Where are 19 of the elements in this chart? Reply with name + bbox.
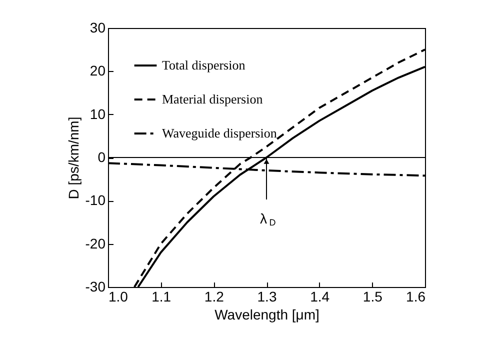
y-tick-label: -20: [85, 235, 106, 252]
x-tick-label: 1.5: [362, 288, 383, 304]
x-tick-label: 1.0: [108, 288, 128, 304]
y-tick-label: -10: [85, 192, 106, 208]
x-tick-label: 1.6: [406, 288, 426, 304]
y-tick-label: 20: [90, 62, 106, 79]
y-tick-label: 10: [90, 106, 106, 122]
legend-label: Total dispersion: [162, 58, 246, 72]
y-tick-label: 30: [90, 20, 106, 36]
y-tick-label: -30: [85, 278, 106, 294]
y-tick-label: 0: [98, 149, 106, 165]
x-tick-label: 1.3: [257, 288, 277, 304]
x-tick-label: 1.4: [310, 288, 330, 304]
y-axis-title: D [ps/km/nm]: [65, 116, 82, 200]
x-axis-title: Wavelength [μm]: [214, 306, 320, 322]
legend-label: Material dispersion: [162, 92, 264, 106]
x-tick-label: 1.1: [152, 288, 172, 304]
legend-label: Waveguide dispersion: [162, 126, 278, 140]
x-tick-label: 1.2: [204, 288, 224, 304]
